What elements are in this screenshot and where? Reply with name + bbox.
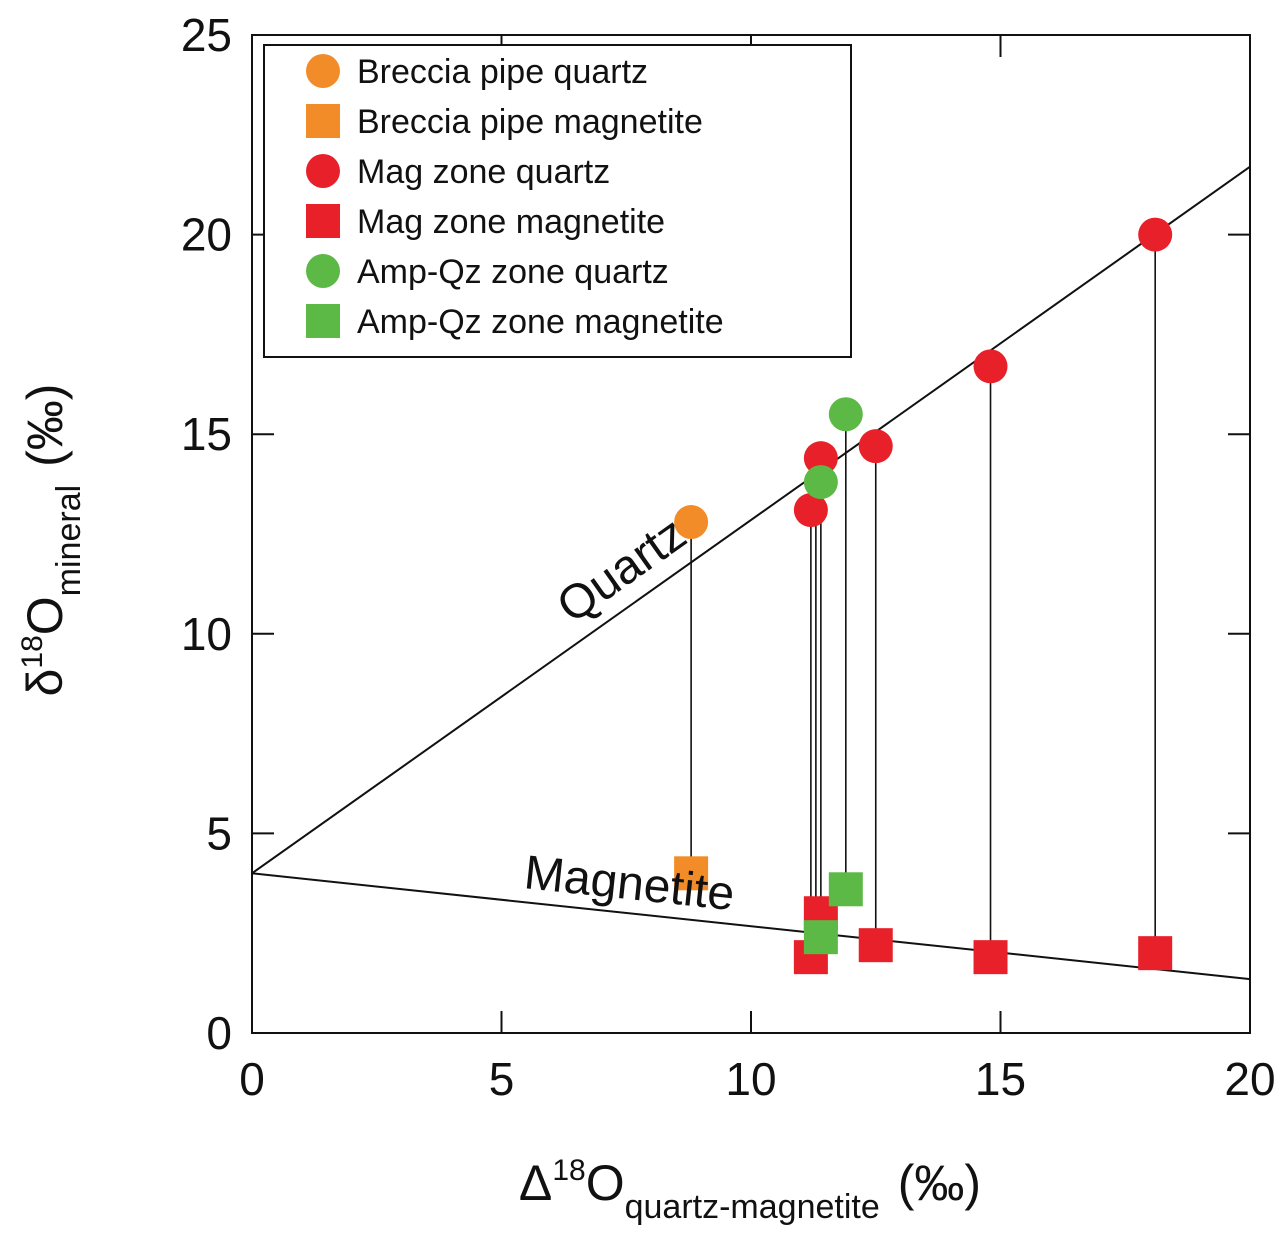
legend-label: Breccia pipe magnetite (357, 103, 703, 141)
y-axis-prefix: δ (17, 669, 73, 697)
tie-lines (690, 234, 1156, 958)
reference-label-group: Quartz (548, 507, 696, 633)
legend-marker-square (306, 304, 340, 338)
legend-label: Amp-Qz zone magnetite (357, 303, 724, 341)
legend-marker-circle (306, 54, 340, 88)
y-axis-sup: 18 (16, 635, 49, 668)
axis-ticks: 0 5 10 15 20 0 5 10 15 20 25 (181, 9, 1276, 1105)
y-tick-label: 20 (181, 209, 232, 261)
x-axis-prefix: Δ (519, 1155, 552, 1211)
data-point-square (1138, 936, 1173, 971)
y-axis-title: δ18Omineral (‰) (16, 384, 88, 697)
data-point-circle (803, 465, 838, 500)
reference-line-quartz (251, 165, 1251, 875)
legend-box (263, 44, 852, 358)
data-point-circle (858, 429, 893, 464)
x-axis-main: O (586, 1155, 625, 1211)
data-point-circle (803, 441, 838, 476)
data-point-circle (1138, 217, 1173, 252)
x-axis-title: Δ18Oquartz-magnetite (‰) (519, 1154, 981, 1226)
data-point-square (973, 940, 1008, 975)
data-point-square (858, 928, 893, 963)
x-axis-sup: 18 (552, 1154, 585, 1187)
data-point-circle (973, 349, 1008, 384)
y-axis-unit: (‰) (17, 384, 73, 467)
y-axis-sub: mineral (50, 485, 88, 596)
legend-marker-circle (306, 154, 340, 188)
data-point-square (803, 920, 838, 955)
x-axis-sub: quartz-magnetite (625, 1188, 880, 1226)
reference-label-quartz: Quartz (548, 507, 696, 633)
y-axis-main: O (17, 596, 73, 635)
data-point-circle (793, 493, 828, 528)
legend-marker-square (306, 204, 340, 238)
legend-label: Amp-Qz zone quartz (357, 253, 669, 291)
x-tick-label: 15 (975, 1053, 1026, 1105)
data-point-square (828, 872, 863, 907)
data-point-circle (828, 397, 863, 432)
legend: Breccia pipe quartz Breccia pipe magnetit… (263, 44, 852, 358)
y-tick-label: 25 (181, 9, 232, 61)
legend-marker-circle (306, 254, 340, 288)
reference-line-magnetite (251, 872, 1251, 981)
legend-label: Mag zone magnetite (357, 203, 665, 241)
y-tick-label: 10 (181, 608, 232, 660)
x-tick-label: 20 (1224, 1053, 1275, 1105)
data-points (674, 217, 1173, 975)
data-point-circle (674, 505, 709, 540)
x-tick-label: 10 (725, 1053, 776, 1105)
reference-lines (251, 165, 1251, 981)
legend-label: Breccia pipe quartz (357, 53, 648, 91)
data-point-square (674, 856, 709, 891)
x-tick-label: 5 (489, 1053, 515, 1105)
x-axis-unit: (‰) (898, 1155, 981, 1211)
y-tick-label: 15 (181, 408, 232, 460)
legend-label: Mag zone quartz (357, 153, 610, 191)
x-tick-label: 0 (239, 1053, 265, 1105)
y-tick-label: 5 (206, 807, 232, 859)
legend-marker-square (306, 104, 340, 138)
y-tick-label: 0 (206, 1007, 232, 1059)
